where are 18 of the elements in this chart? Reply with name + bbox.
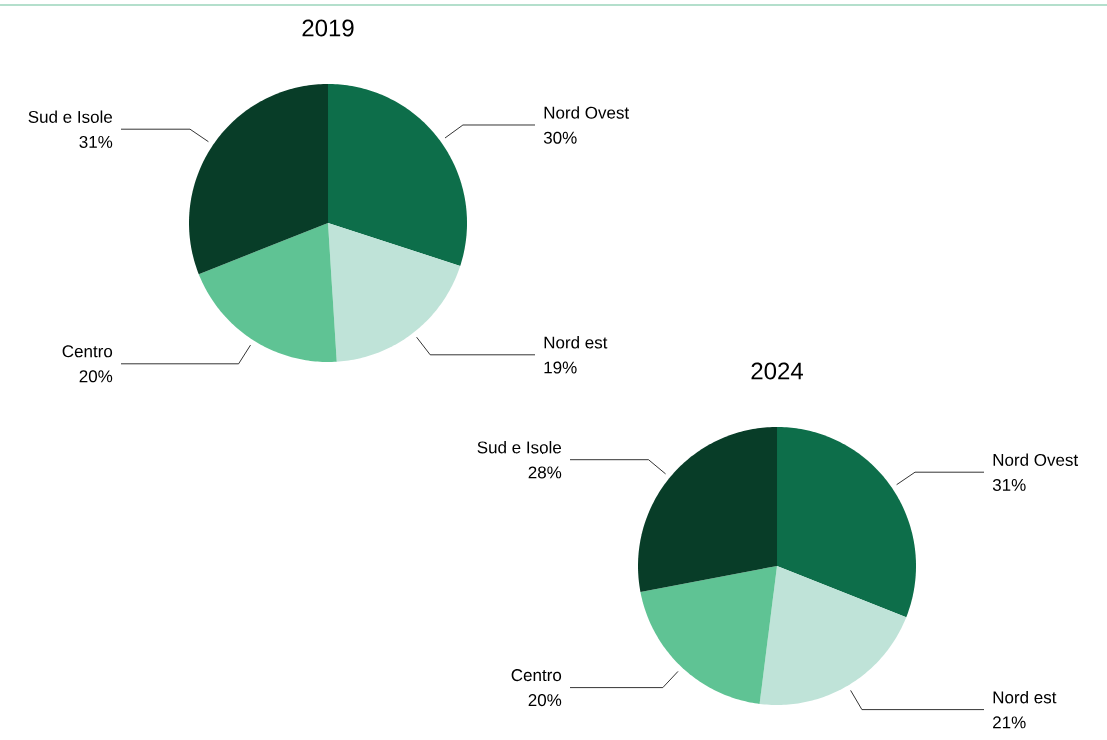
data-label: 20% bbox=[528, 694, 562, 707]
chart-title: 2019 bbox=[302, 19, 354, 37]
data-label: 21% bbox=[993, 716, 1026, 729]
slice-label: Nord Ovest bbox=[993, 453, 1079, 466]
data-label: 19% bbox=[544, 361, 577, 374]
slice-label: Nord Ovest bbox=[544, 106, 630, 119]
slice-label: Nord est bbox=[993, 690, 1057, 704]
slice-label: Sud e Isole bbox=[477, 440, 562, 454]
slice-label: Nord est bbox=[544, 336, 608, 349]
data-label: 28% bbox=[528, 466, 562, 479]
chart-title: 2024 bbox=[751, 362, 803, 380]
slice-label: Centro bbox=[511, 669, 562, 682]
data-label: 30% bbox=[543, 131, 577, 144]
slice-label: Centro bbox=[62, 345, 113, 358]
data-label: 31% bbox=[992, 478, 1026, 491]
slice-label: Sud e Isole bbox=[28, 110, 113, 123]
data-label: 31% bbox=[79, 135, 113, 148]
data-label: 20% bbox=[79, 370, 113, 383]
